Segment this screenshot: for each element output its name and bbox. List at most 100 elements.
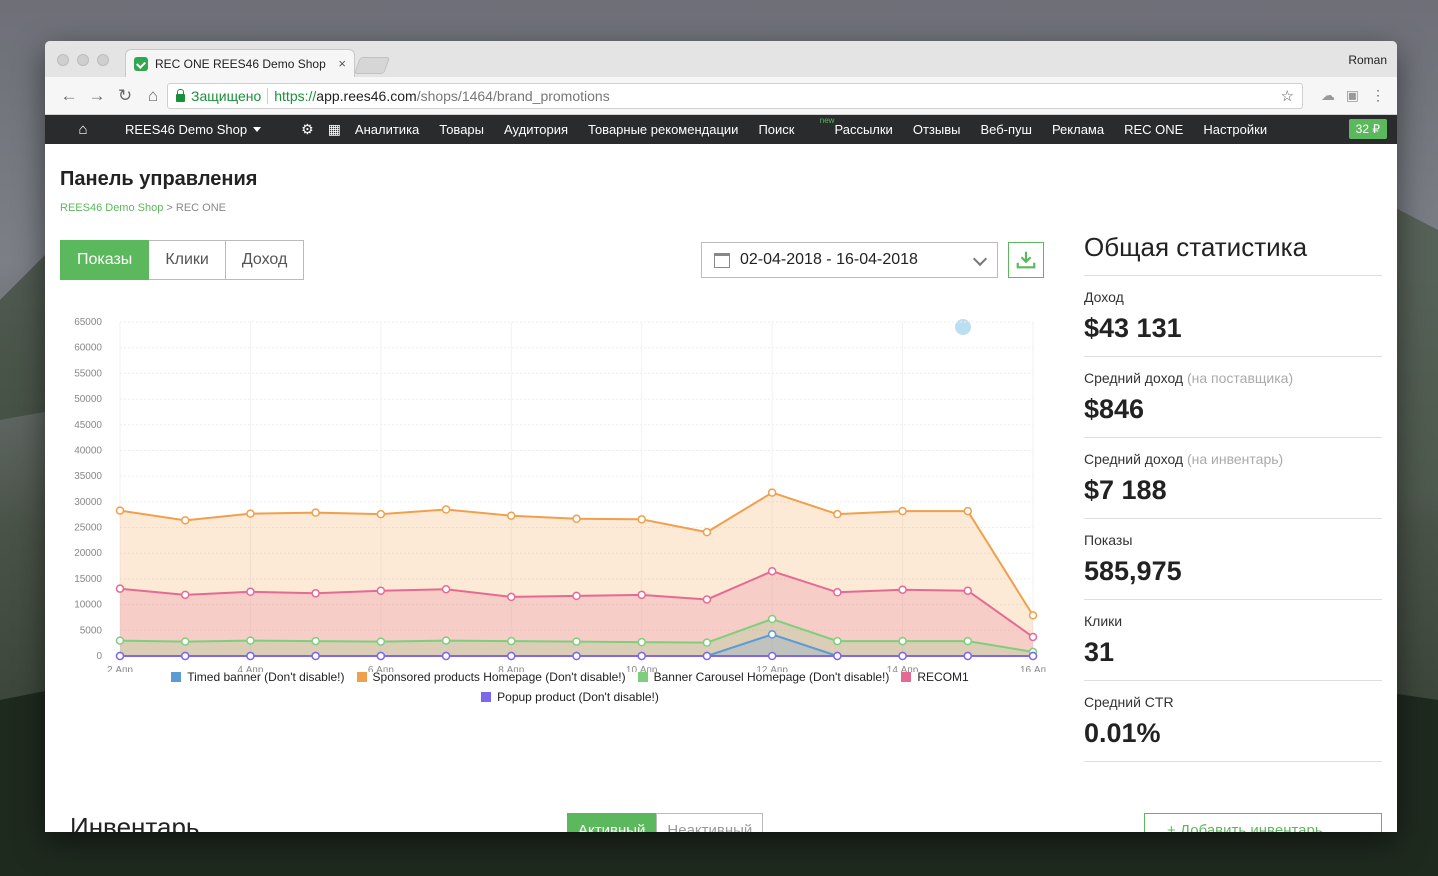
legend-item[interactable]: Banner Carousel Homepage (Don't disable!… — [637, 670, 890, 684]
data-point — [311, 508, 320, 517]
nav-menu: Аналитика Товары Аудитория Товарные реко… — [354, 116, 1287, 137]
data-point — [441, 636, 451, 645]
caret-down-icon — [253, 127, 262, 132]
home-nav-icon[interactable]: ⌂ — [78, 121, 88, 138]
forward-arrow-icon[interactable]: → — [88, 85, 106, 105]
x-tick-label: 6 Апр — [368, 665, 394, 672]
minimize-window-button[interactable] — [77, 54, 89, 66]
x-tick-label: 16 Ап — [1020, 665, 1046, 672]
url-input[interactable]: Защищено https://app.rees46.com/shops/14… — [167, 83, 1303, 109]
data-point — [311, 589, 320, 598]
nav-item-mailings[interactable]: Рассылки — [834, 122, 893, 137]
data-point — [637, 637, 646, 647]
breadcrumb-shop-link[interactable]: REES46 Demo Shop — [60, 202, 164, 214]
stat-revenue: Доход $43 131 — [1084, 276, 1382, 357]
nav-item-web-push[interactable]: Веб-пуш — [980, 122, 1032, 137]
legend-label: Popup product (Don't disable!) — [497, 690, 659, 704]
x-tick-label: 10 Апр — [626, 665, 658, 672]
data-point — [898, 636, 907, 646]
new-badge: new — [819, 116, 835, 125]
download-icon — [1016, 251, 1036, 269]
stats-panel: Общая статистика Доход $43 131 Средний д… — [1084, 232, 1382, 762]
y-tick-label: 55000 — [74, 368, 102, 379]
cloud-extension-icon[interactable]: ☁ — [1321, 87, 1335, 103]
nav-item-search[interactable]: Поиск new — [758, 116, 834, 137]
data-point — [572, 651, 581, 661]
legend-item[interactable]: RECOM1 — [901, 670, 969, 684]
secure-label: Защищено — [191, 88, 262, 104]
legend-item[interactable]: Popup product (Don't disable!) — [481, 690, 659, 704]
breadcrumb: REES46 Demo Shop > REC ONE — [60, 202, 226, 214]
back-arrow-icon[interactable]: ← — [60, 85, 78, 105]
legend-label: Timed banner (Don't disable!) — [187, 670, 345, 684]
apps-grid-icon[interactable]: ▦ — [327, 121, 341, 137]
maximize-window-button[interactable] — [97, 54, 109, 66]
nav-item-rec-one[interactable]: REC ONE — [1124, 122, 1184, 137]
tab-revenue[interactable]: Доход — [225, 240, 305, 280]
stats-title: Общая статистика — [1084, 232, 1382, 276]
nav-item-ads[interactable]: Реклама — [1051, 122, 1105, 137]
x-tick-label: 8 Апр — [498, 665, 524, 672]
tab-close-button[interactable]: × — [338, 56, 346, 71]
data-point — [507, 511, 516, 520]
profile-name[interactable]: Roman — [1348, 53, 1387, 67]
y-tick-label: 50000 — [74, 394, 102, 405]
main-content: Панель управления REES46 Demo Shop > REC… — [45, 144, 1397, 832]
nav-item-products[interactable]: Товары — [439, 122, 485, 137]
data-point — [441, 651, 451, 661]
reload-icon[interactable]: ↻ — [117, 85, 133, 105]
nav-item-analytics[interactable]: Аналитика — [354, 122, 420, 137]
new-tab-button[interactable] — [353, 57, 391, 74]
data-point — [833, 588, 842, 597]
data-point — [963, 506, 973, 516]
browser-tab[interactable]: REC ONE REES46 Demo Shop × — [125, 49, 355, 77]
tab-inactive[interactable]: Неактивный — [656, 813, 764, 832]
data-point — [767, 651, 777, 661]
home-icon[interactable]: ⌂ — [147, 85, 159, 105]
legend-item[interactable]: Timed banner (Don't disable!) — [171, 670, 345, 684]
data-point — [702, 595, 712, 604]
y-tick-label: 10000 — [74, 600, 102, 611]
stat-label: Показы — [1084, 532, 1133, 548]
nav-item-settings[interactable]: Настройки — [1203, 122, 1268, 137]
gear-icon[interactable]: ⚙ — [301, 121, 314, 137]
nav-item-reviews[interactable]: Отзывы — [912, 122, 961, 137]
data-point — [767, 614, 777, 624]
balance-badge[interactable]: 32 ₽ — [1348, 119, 1387, 139]
tab-active[interactable]: Активный — [567, 813, 657, 832]
data-point — [898, 585, 907, 594]
url-protocol: https:// — [274, 88, 317, 104]
add-inventory-button[interactable]: + Добавить инвентарь — [1144, 813, 1382, 832]
date-range-picker[interactable]: 02-04-2018 - 16-04-2018 — [701, 242, 998, 278]
data-point — [376, 651, 386, 661]
tab-impressions[interactable]: Показы — [60, 240, 150, 280]
series-area — [120, 492, 1033, 656]
stat-value: $7 188 — [1084, 475, 1167, 505]
stat-avg-revenue-supplier: Средний доход (на поставщика) $846 — [1084, 357, 1382, 438]
address-bar: ← → ↻ ⌂ Защищено https://app.rees46.com /… — [45, 77, 1397, 115]
data-point — [115, 636, 125, 645]
bookmark-star-icon[interactable]: ☆ — [1280, 88, 1294, 105]
legend-item[interactable]: Sponsored products Homepage (Don't disab… — [356, 670, 626, 684]
nav-item-recommendations[interactable]: Товарные рекомендации — [588, 122, 739, 137]
download-button[interactable] — [1008, 242, 1044, 278]
close-window-button[interactable] — [57, 54, 69, 66]
shop-selector[interactable]: REES46 Demo Shop — [125, 122, 262, 137]
stat-value: 31 — [1084, 637, 1115, 667]
window-controls — [57, 54, 109, 66]
page-title: Панель управления — [60, 168, 258, 190]
legend-label: Banner Carousel Homepage (Don't disable!… — [653, 670, 890, 684]
data-point — [180, 590, 190, 600]
data-point — [702, 651, 712, 661]
data-point — [1028, 611, 1038, 620]
extension-icon[interactable]: ▣ — [1345, 87, 1359, 103]
menu-dots-icon[interactable]: ⋮ — [1371, 87, 1385, 103]
nav-item-audience[interactable]: Аудитория — [504, 122, 569, 137]
url-path: /shops/1464/brand_promotions — [416, 88, 610, 104]
data-point — [441, 505, 451, 514]
y-tick-label: 5000 — [80, 625, 103, 636]
lock-icon — [176, 88, 185, 102]
y-tick-label: 15000 — [74, 574, 102, 585]
tab-clicks[interactable]: Клики — [149, 240, 226, 280]
browser-window: REC ONE REES46 Demo Shop × Roman ← → ↻ ⌂… — [45, 41, 1397, 832]
